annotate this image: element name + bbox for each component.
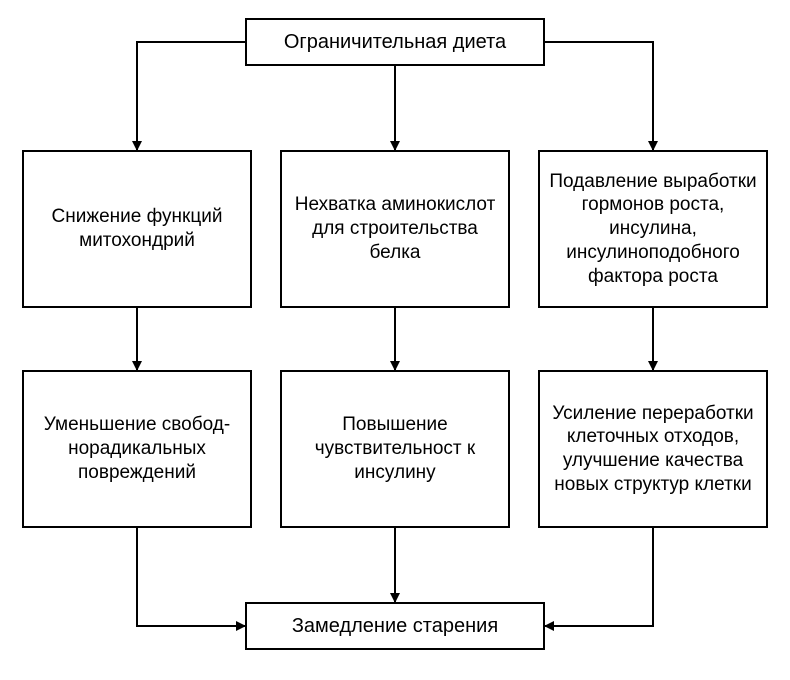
node-r1c3: Подавление выработки гормо­нов роста, ин… (538, 150, 768, 308)
node-bottom: Замедление старения (245, 602, 545, 650)
node-r1c1: Снижение функций митохондрий (22, 150, 252, 308)
edge (137, 42, 245, 150)
node-label: Замедление старения (292, 614, 498, 639)
node-r2c1: Уменьшение свобод­норадикальных поврежде… (22, 370, 252, 528)
node-label: Усиление переработки клеточных отходов, … (548, 402, 758, 497)
flowchart-canvas: Ограничительная диета Снижение функций м… (0, 0, 790, 680)
edge (137, 528, 245, 626)
node-label: Нехватка аминокислот для строительства б… (290, 193, 500, 264)
node-label: Подавление выработки гормо­нов роста, ин… (548, 170, 758, 289)
node-label: Ограничительная диета (284, 30, 506, 55)
node-top: Ограничительная диета (245, 18, 545, 66)
node-label: Повышение чувствительност к инсулину (290, 413, 500, 484)
edge (545, 42, 653, 150)
node-r1c2: Нехватка аминокислот для строительства б… (280, 150, 510, 308)
edges-layer (0, 0, 790, 680)
node-label: Уменьшение свобод­норадикальных поврежде… (32, 413, 242, 484)
edge (545, 528, 653, 626)
node-label: Снижение функций митохондрий (32, 205, 242, 253)
node-r2c2: Повышение чувствительност к инсулину (280, 370, 510, 528)
node-r2c3: Усиление переработки клеточных отходов, … (538, 370, 768, 528)
